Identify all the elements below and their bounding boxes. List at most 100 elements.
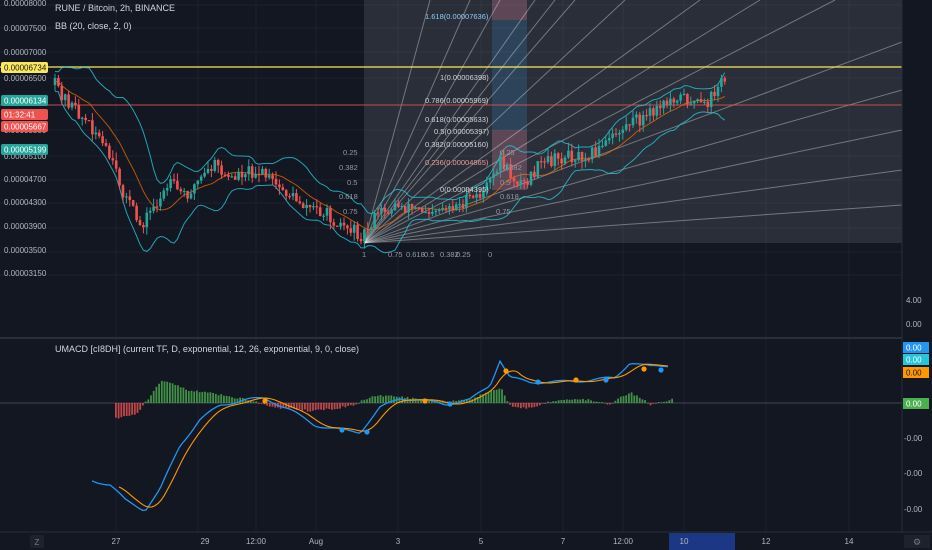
- candle[interactable]: [652, 106, 655, 121]
- candle[interactable]: [254, 166, 257, 179]
- candle[interactable]: [590, 146, 594, 164]
- price-badge-red[interactable]: 0.00005667: [1, 121, 48, 132]
- candle[interactable]: [648, 103, 652, 123]
- macd-value-badge[interactable]: 0.00: [903, 354, 929, 365]
- candle[interactable]: [240, 164, 244, 185]
- candle[interactable]: [519, 173, 523, 190]
- candle[interactable]: [703, 98, 706, 105]
- candle[interactable]: [686, 93, 689, 109]
- candle[interactable]: [631, 110, 635, 128]
- candle[interactable]: [376, 206, 380, 220]
- candle[interactable]: [407, 198, 410, 220]
- candle[interactable]: [169, 175, 172, 192]
- candle[interactable]: [159, 191, 162, 211]
- candle[interactable]: [635, 111, 638, 124]
- candle[interactable]: [386, 209, 390, 216]
- candle[interactable]: [669, 92, 672, 112]
- candle[interactable]: [420, 206, 424, 213]
- candle[interactable]: [675, 99, 679, 106]
- candle[interactable]: [468, 188, 472, 199]
- candle[interactable]: [233, 173, 237, 180]
- price-badge-yellow[interactable]: 0.00006734: [1, 62, 48, 73]
- candle[interactable]: [451, 199, 455, 214]
- candle[interactable]: [322, 213, 325, 221]
- candle[interactable]: [509, 157, 512, 183]
- candle[interactable]: [108, 143, 111, 160]
- candle[interactable]: [594, 141, 597, 158]
- candle[interactable]: [502, 148, 506, 172]
- candle[interactable]: [570, 143, 574, 167]
- candle[interactable]: [621, 126, 625, 140]
- settings-button[interactable]: [904, 535, 930, 548]
- candle[interactable]: [305, 199, 308, 216]
- candle[interactable]: [213, 157, 217, 173]
- candle[interactable]: [284, 188, 288, 201]
- candle[interactable]: [189, 189, 193, 200]
- candle[interactable]: [495, 168, 499, 177]
- candle[interactable]: [427, 207, 431, 218]
- candle[interactable]: [478, 188, 482, 201]
- candle[interactable]: [230, 173, 234, 178]
- candle[interactable]: [244, 172, 247, 182]
- bb-indicator-legend[interactable]: BB (20, close, 2, 0): [55, 21, 132, 31]
- goto-date-button[interactable]: [30, 535, 44, 548]
- candle[interactable]: [278, 179, 281, 195]
- candle[interactable]: [162, 187, 166, 202]
- candle[interactable]: [203, 167, 206, 179]
- candle[interactable]: [553, 149, 557, 171]
- candle[interactable]: [339, 218, 342, 230]
- candle[interactable]: [352, 221, 356, 241]
- candle[interactable]: [682, 88, 686, 96]
- candle[interactable]: [414, 206, 417, 210]
- candle[interactable]: [563, 155, 567, 166]
- candle[interactable]: [482, 185, 485, 203]
- candle[interactable]: [624, 116, 628, 132]
- candle[interactable]: [57, 74, 60, 88]
- candle[interactable]: [60, 81, 64, 105]
- candle[interactable]: [580, 151, 584, 169]
- candle[interactable]: [145, 207, 149, 235]
- candle[interactable]: [67, 90, 70, 110]
- candle[interactable]: [373, 210, 376, 231]
- candle[interactable]: [536, 160, 540, 179]
- candle[interactable]: [689, 96, 693, 106]
- candle[interactable]: [77, 98, 81, 120]
- candle[interactable]: [720, 74, 723, 93]
- candle[interactable]: [74, 96, 77, 110]
- candle[interactable]: [441, 203, 444, 212]
- candle[interactable]: [101, 131, 104, 147]
- candle[interactable]: [390, 208, 393, 217]
- candle[interactable]: [291, 186, 295, 201]
- candle[interactable]: [546, 148, 550, 165]
- candle[interactable]: [332, 218, 336, 230]
- candle[interactable]: [529, 171, 533, 187]
- candle[interactable]: [512, 175, 516, 187]
- candle[interactable]: [193, 183, 196, 201]
- candle[interactable]: [359, 232, 363, 245]
- candle[interactable]: [645, 109, 648, 121]
- candle[interactable]: [444, 205, 448, 213]
- candle[interactable]: [662, 99, 665, 114]
- countdown-badge[interactable]: 01:32:41: [1, 109, 48, 120]
- candle[interactable]: [247, 159, 251, 181]
- candle[interactable]: [655, 100, 659, 120]
- candle[interactable]: [397, 200, 400, 209]
- candle[interactable]: [138, 215, 142, 226]
- candle[interactable]: [723, 75, 727, 85]
- time-axis[interactable]: [0, 532, 932, 550]
- candle[interactable]: [628, 124, 631, 132]
- candle[interactable]: [356, 221, 359, 242]
- candle[interactable]: [454, 201, 458, 211]
- candle[interactable]: [400, 202, 404, 211]
- candle[interactable]: [210, 164, 213, 178]
- candle[interactable]: [237, 167, 240, 182]
- candle[interactable]: [274, 171, 278, 190]
- candle[interactable]: [526, 178, 529, 189]
- price-badge-teal[interactable]: 0.00005199: [1, 144, 48, 155]
- candle[interactable]: [658, 100, 662, 116]
- candle[interactable]: [152, 198, 155, 214]
- candle[interactable]: [709, 90, 713, 115]
- candle[interactable]: [298, 195, 302, 205]
- candle[interactable]: [597, 138, 601, 159]
- candle[interactable]: [111, 150, 115, 165]
